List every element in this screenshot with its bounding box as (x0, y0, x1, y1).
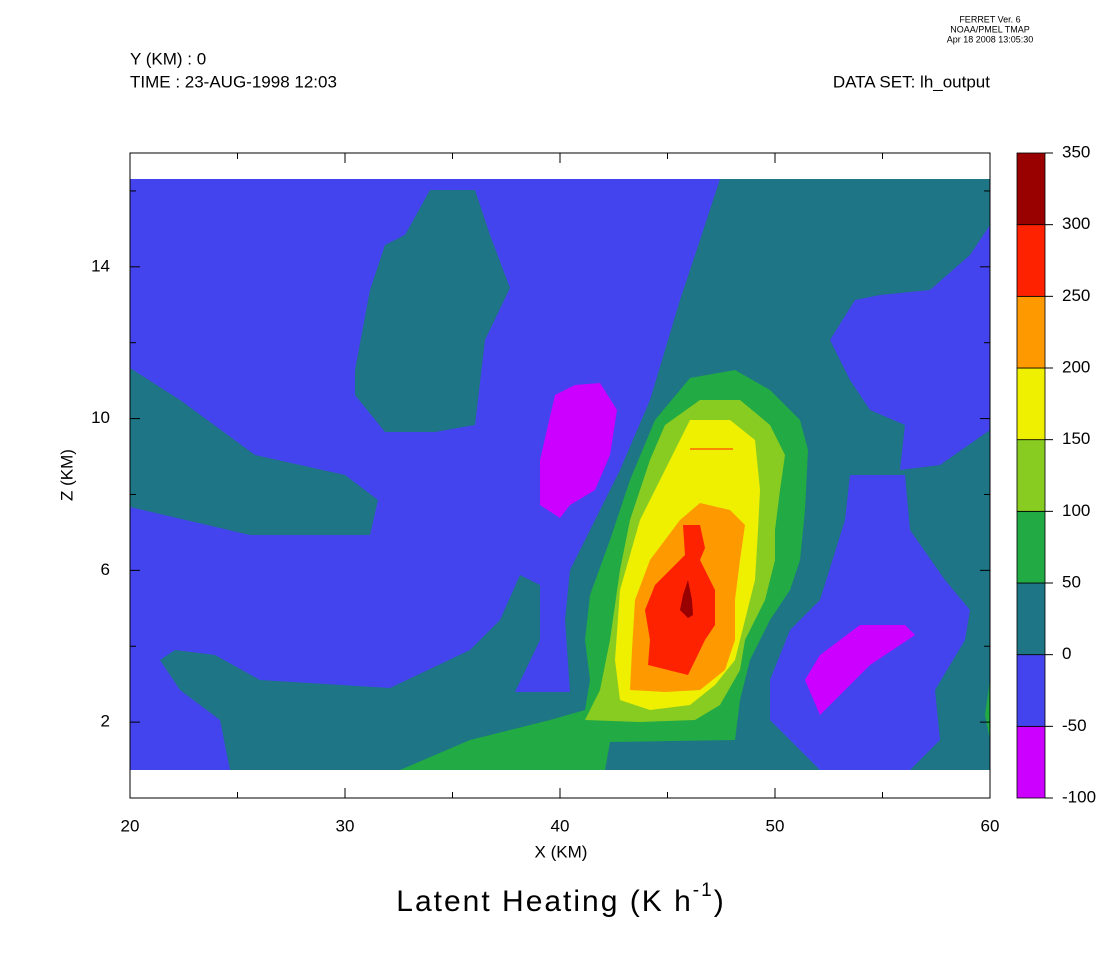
stamp-line: NOAA/PMEL TMAP (950, 24, 1030, 34)
contour-fill (805, 625, 915, 715)
colorbar-band (1016, 510, 1046, 584)
colorbar-label: 250 (1062, 286, 1090, 305)
title-part: ) (714, 885, 726, 918)
header-dataset: DATA SET: lh_output (833, 72, 990, 91)
chart-title: Latent Heating (K h-1) (396, 880, 725, 918)
title-part: -1 (693, 880, 714, 901)
title-part: Latent Heating (K h (396, 885, 693, 918)
colorbar-label: 350 (1062, 142, 1090, 161)
y-tick-label: 10 (91, 408, 110, 427)
header-time: TIME : 23-AUG-1998 12:03 (130, 72, 337, 91)
contour-fill (645, 525, 715, 675)
colorbar-label: 100 (1062, 501, 1090, 520)
contour-fill (160, 179, 990, 770)
colorbar-band (1016, 295, 1046, 369)
axes: 20 30 40 50 60 2 6 10 14 (91, 153, 999, 835)
x-tick-label: 30 (336, 816, 355, 835)
colorbar-band (1016, 582, 1046, 656)
stamp-line: FERRET Ver. 6 (959, 14, 1020, 24)
stamp-line: Apr 18 2008 13:05:30 (947, 34, 1034, 44)
x-tick-label: 50 (766, 816, 785, 835)
colorbar-label: -50 (1062, 716, 1087, 735)
colorbar-band (1016, 367, 1046, 441)
contour-fill (540, 383, 617, 518)
colorbar-label: 300 (1062, 214, 1090, 233)
colorbar-label: 200 (1062, 357, 1090, 376)
colorbar-band (1016, 725, 1046, 799)
header-y: Y (KM) : 0 (130, 49, 206, 68)
contour-fill (680, 580, 693, 618)
x-tick-label: 20 (121, 816, 140, 835)
colorbar: -100 -50 0 50 100 150 200 250 300 350 (1016, 142, 1096, 806)
y-tick-label: 6 (101, 560, 110, 579)
colorbar-label: -100 (1062, 787, 1096, 806)
contour-field (130, 179, 990, 770)
contour-fill (985, 680, 990, 740)
contour-fill (130, 368, 378, 535)
x-axis-label: X (KM) (535, 842, 588, 861)
colorbar-label: 0 (1062, 644, 1071, 663)
y-tick-label: 2 (101, 712, 110, 731)
y-tick-label: 14 (91, 256, 110, 275)
x-tick-label: 40 (551, 816, 570, 835)
colorbar-band (1016, 224, 1046, 297)
colorbar-band (1016, 439, 1046, 512)
x-tick-label: 60 (981, 816, 1000, 835)
contour-fill (355, 190, 510, 432)
colorbar-label: 50 (1062, 572, 1081, 591)
colorbar-band (1016, 152, 1046, 226)
colorbar-label: 150 (1062, 429, 1090, 448)
y-axis-label: Z (KM) (57, 449, 76, 501)
colorbar-band (1016, 654, 1046, 727)
